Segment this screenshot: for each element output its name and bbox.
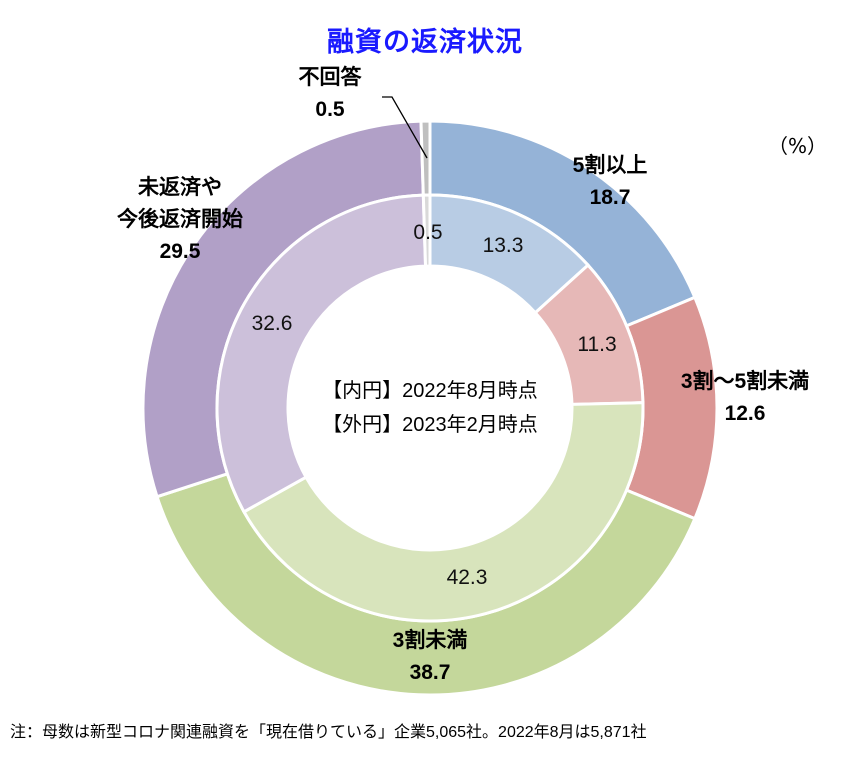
center-caption: 【内円】2022年8月時点 【外円】2023年2月時点 bbox=[322, 380, 538, 436]
inner-label-5wari: 13.3 bbox=[482, 234, 524, 257]
chart-title: 融資の返済状況 bbox=[327, 27, 523, 58]
inner-label-3wari-miman: 42.3 bbox=[446, 566, 488, 589]
inner-ring-segment-2 bbox=[241, 401, 645, 623]
footnote: 注：母数は新型コロナ関連融資を「現在借りている」企業5,065社。2022年8月… bbox=[10, 724, 647, 741]
inner-ring-segment-3 bbox=[215, 193, 428, 514]
label-5wari-ijo: 5割以上 18.7 bbox=[572, 154, 648, 209]
label-fukaito: 不回答 0.5 bbox=[298, 66, 362, 121]
label-3-5wari: 3割～5割未満 12.6 bbox=[680, 370, 810, 425]
label-mihensai: 未返済や 今後返済開始 29.5 bbox=[117, 176, 243, 263]
inner-ring-segment-4 bbox=[421, 193, 432, 268]
inner-label-mihensai: 32.6 bbox=[251, 312, 293, 335]
label-3wari-miman: 3割未満 38.7 bbox=[392, 629, 468, 684]
inner-label-3-5wari: 11.3 bbox=[577, 333, 617, 356]
unit-label: （%） bbox=[768, 134, 828, 158]
inner-label-fukaito: 0.5 bbox=[413, 221, 443, 244]
